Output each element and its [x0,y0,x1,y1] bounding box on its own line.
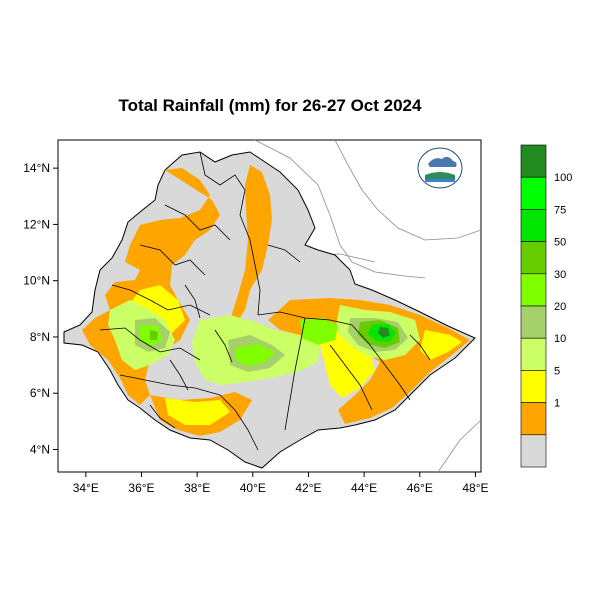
legend-swatch [520,144,547,178]
legend-swatch [520,209,547,242]
rainfall-fill [82,165,470,436]
x-tick-label: 48°E [462,481,488,495]
legend-swatch [520,241,547,275]
map-title: Total Rainfall (mm) for 26-27 Oct 2024 [118,96,422,115]
x-tick-label: 34°E [73,481,99,495]
y-tick-label: 8°N [30,330,50,344]
legend-label: 100 [554,172,572,184]
map-content [63,140,481,472]
legend-swatch [520,176,547,210]
y-tick-label: 14°N [23,161,50,175]
rain-100-plus-east [378,327,390,338]
legend-swatch [520,273,547,307]
ethiopian-meteorology-institute-logo [417,147,463,189]
admin-borders [99,151,431,451]
legend-swatch [520,337,547,371]
x-axis: 34°E 36°E 38°E 40°E 42°E 44°E 46°E 48°E [73,472,489,495]
x-tick-label: 42°E [295,481,321,495]
legend-label: 10 [554,333,566,345]
y-axis: 4°N 6°N 8°N 10°N 12°N 14°N [23,161,58,456]
x-tick-label: 36°E [128,481,154,495]
legend-label: 20 [554,301,566,313]
legend-swatch [520,370,547,403]
rain-5-10-far-east [420,330,462,360]
rain-30-50-mid-east [300,318,338,345]
rain-1-5-central [220,165,272,340]
y-tick-label: 12°N [23,217,50,231]
y-tick-label: 4°N [30,442,50,456]
neighbor-borders [254,140,481,472]
legend-label: 50 [554,237,566,249]
legend-swatch [520,305,547,339]
legend-swatch [520,402,547,436]
rain-5-10-south [165,398,230,425]
legend-label: 30 [554,269,566,281]
x-tick-label: 46°E [407,481,433,495]
x-tick-label: 44°E [351,481,377,495]
y-tick-label: 6°N [30,386,50,400]
x-tick-label: 40°E [240,481,266,495]
legend-label: 5 [554,365,560,377]
y-tick-label: 10°N [23,274,50,288]
rain-1-5-west [82,168,220,405]
x-tick-label: 38°E [184,481,210,495]
legend-swatch [520,434,547,468]
legend-label: 75 [554,204,566,216]
rain-30-50-central [236,344,275,366]
legend: 100 75 50 30 20 10 5 1 [520,144,572,468]
legend-label: 1 [554,398,560,410]
rain-50-75-west [150,330,158,340]
